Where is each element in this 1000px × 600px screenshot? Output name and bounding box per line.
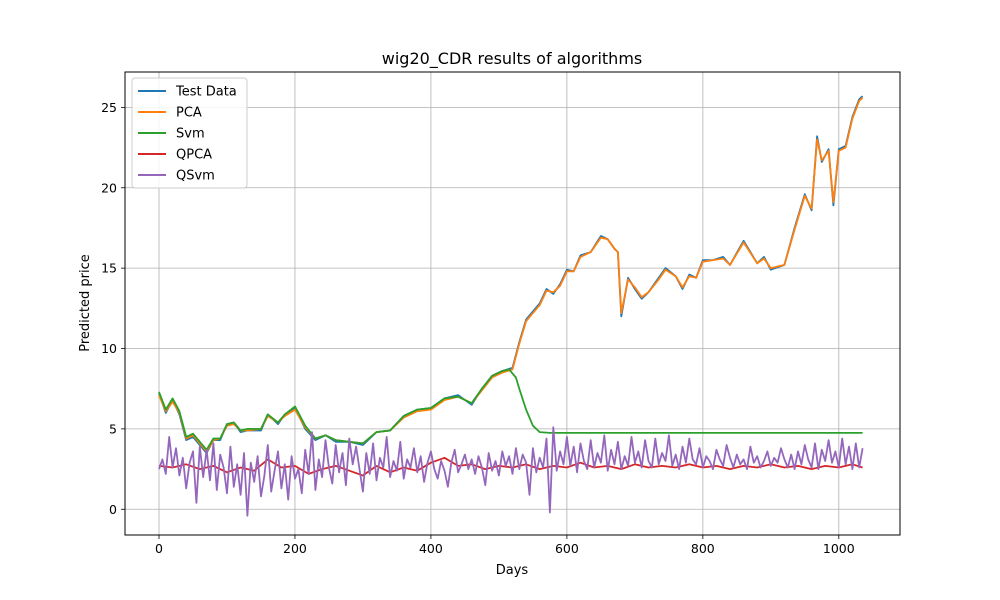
- y-tick-label: 20: [101, 180, 117, 195]
- series-line-svm: [158, 368, 863, 451]
- legend-label-qsvm: QSvm: [176, 169, 215, 184]
- series-line-qsvm: [158, 426, 864, 517]
- x-tick-label: 400: [419, 541, 443, 556]
- series-lines: [158, 95, 864, 517]
- y-tick-label: 5: [109, 421, 117, 436]
- legend-label-svm: Svm: [176, 127, 205, 142]
- x-tick-label: 800: [691, 541, 715, 556]
- series-line-test-data: [158, 95, 864, 454]
- series-line-pca: [158, 97, 864, 453]
- y-axis-label: Predicted price: [78, 254, 93, 352]
- x-tick-label: 600: [555, 541, 579, 556]
- x-tick-label: 200: [283, 541, 307, 556]
- y-tick-label: 0: [109, 502, 117, 517]
- chart-title: wig20_CDR results of algorithms: [382, 49, 643, 69]
- legend-label-test-data: Test Data: [175, 85, 237, 100]
- legend-label-qpca: QPCA: [176, 148, 212, 163]
- y-tick-label: 25: [101, 100, 117, 115]
- x-axis-ticks: 0 200 400 600 800 1000: [155, 535, 855, 556]
- x-tick-label: 1000: [823, 541, 855, 556]
- legend: Test Data PCA Svm QPCA QSvm: [131, 77, 248, 189]
- plot-frame: [124, 71, 901, 536]
- legend-box: [131, 77, 248, 189]
- legend-label-pca: PCA: [176, 106, 202, 121]
- y-axis-ticks: 0 5 10 15 20 25: [101, 100, 125, 517]
- y-tick-label: 15: [101, 261, 117, 276]
- y-tick-label: 10: [101, 341, 117, 356]
- x-axis-label: Days: [496, 563, 529, 578]
- x-tick-label: 0: [155, 541, 163, 556]
